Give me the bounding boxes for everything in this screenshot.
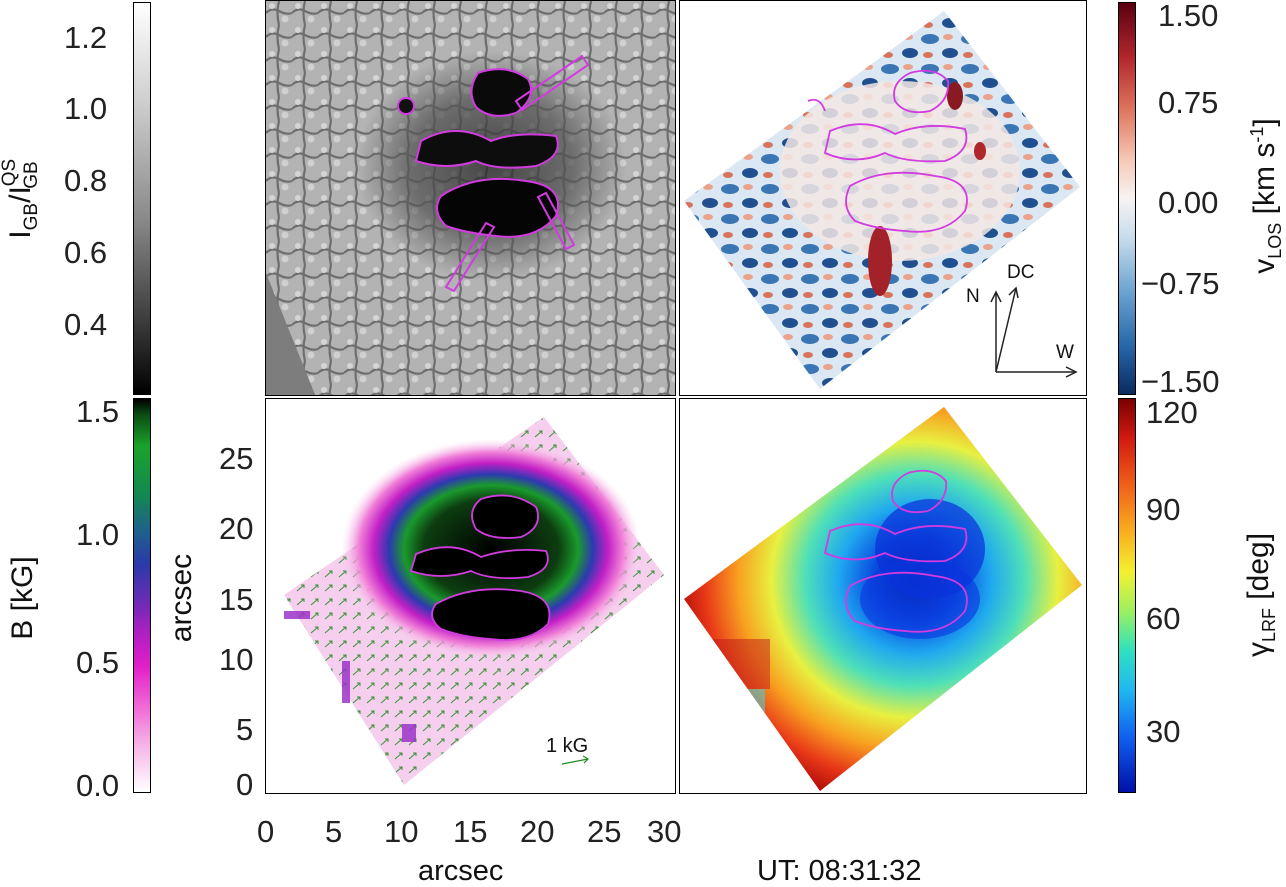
velocity-colorbar xyxy=(1118,2,1136,395)
compass-west-label: W xyxy=(1056,342,1074,363)
y-tick: 5 xyxy=(236,712,254,747)
field-tick: 1.0 xyxy=(76,517,120,552)
inclination-label-unit: [deg] xyxy=(1242,532,1275,600)
inclination-tick: 30 xyxy=(1146,714,1181,749)
x-tick: 10 xyxy=(384,814,419,849)
x-tick: 15 xyxy=(453,814,488,849)
velocity-tick: −0.75 xyxy=(1141,266,1220,301)
intensity-tick: 0.6 xyxy=(64,235,108,270)
velocity-label-main: v xyxy=(1248,258,1281,274)
velocity-colorbar-label: vLOS [km s-1] xyxy=(1247,81,1286,311)
inclination-tick: 60 xyxy=(1146,601,1181,636)
intensity-map xyxy=(266,1,675,395)
inclination-label-main: γ xyxy=(1242,642,1275,658)
intensity-map-panel xyxy=(265,0,676,396)
x-tick: 20 xyxy=(520,814,555,849)
velocity-tick: 0.00 xyxy=(1158,185,1219,220)
x-tick: 30 xyxy=(647,814,682,849)
y-tick: 15 xyxy=(219,582,254,617)
scale-vector-label: 1 kG xyxy=(546,735,589,757)
inclination-tick: 120 xyxy=(1146,395,1198,430)
field-tick: 0.0 xyxy=(76,768,120,803)
intensity-tick: 1.0 xyxy=(64,91,108,126)
x-tick: 5 xyxy=(325,814,343,849)
intensity-label-sup: QS xyxy=(0,158,20,187)
field-colorbar-label: B [kG] xyxy=(6,556,39,640)
intensity-label-main: I xyxy=(4,230,37,239)
velocity-map-panel xyxy=(679,0,1087,396)
inclination-tick: 90 xyxy=(1146,492,1181,527)
intensity-colorbar xyxy=(133,2,151,395)
y-axis-label: arcsec xyxy=(165,553,198,643)
inclination-map-panel xyxy=(679,398,1087,794)
inclination-colorbar-label: γLRF [deg] xyxy=(1242,505,1282,685)
velocity-map xyxy=(684,11,1080,389)
timestamp: UT: 08:31:32 xyxy=(757,855,922,887)
compass xyxy=(990,286,1078,378)
y-tick: 20 xyxy=(219,511,254,546)
intensity-tick: 0.8 xyxy=(64,163,108,198)
velocity-label-unit: [km s xyxy=(1248,142,1281,215)
velocity-label-unit-sup: -1 xyxy=(1247,126,1267,143)
field-tick: 1.5 xyxy=(76,394,120,429)
intensity-colorbar-label: IGB/IQSGB xyxy=(0,110,44,290)
velocity-tick: 1.50 xyxy=(1158,0,1219,33)
compass-north-label: N xyxy=(966,286,980,307)
velocity-label-close: ] xyxy=(1248,118,1281,127)
field-map-panel xyxy=(265,398,676,794)
intensity-tick: 1.2 xyxy=(64,20,108,55)
velocity-label-sub: LOS xyxy=(1265,222,1285,259)
y-tick: 25 xyxy=(219,441,254,476)
inclination-colorbar xyxy=(1118,398,1136,793)
field-tick: 0.5 xyxy=(76,645,120,680)
intensity-label-sub: GB xyxy=(21,202,42,231)
velocity-tick: −1.50 xyxy=(1141,364,1220,399)
field-map xyxy=(284,417,664,785)
x-tick: 25 xyxy=(587,814,622,849)
intensity-tick: 0.4 xyxy=(64,307,108,342)
y-tick: 0 xyxy=(236,767,254,802)
compass-dc-label: DC xyxy=(1007,262,1035,283)
velocity-tick: 0.75 xyxy=(1158,85,1219,120)
inclination-label-sub: LRF xyxy=(1259,608,1279,643)
x-axis-label: arcsec xyxy=(418,855,504,887)
field-colorbar xyxy=(133,398,151,793)
inclination-map xyxy=(684,407,1082,791)
y-tick: 10 xyxy=(219,642,254,677)
x-tick: 0 xyxy=(257,814,275,849)
